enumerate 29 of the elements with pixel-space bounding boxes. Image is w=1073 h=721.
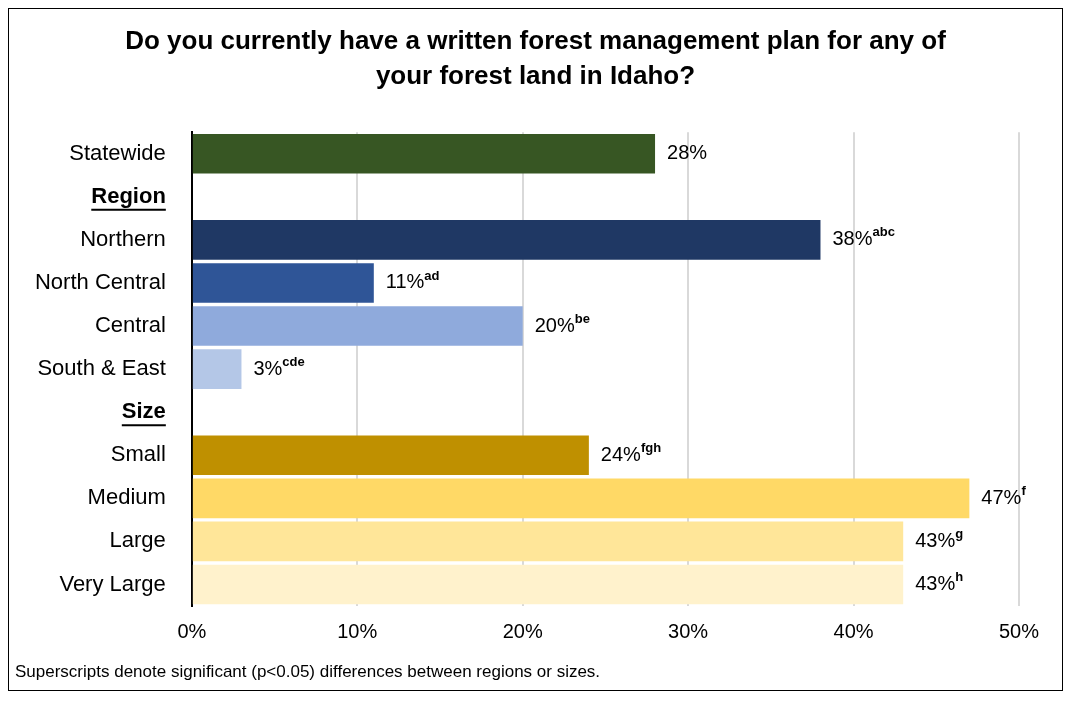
y-tick-label: Region <box>91 183 166 209</box>
bar <box>192 134 656 174</box>
chart-title: Do you currently have a written forest management plan for any of your forest land in Idaho? <box>124 24 947 93</box>
bar <box>192 478 970 519</box>
y-tick-label: Very Large <box>59 570 166 596</box>
bar <box>192 521 904 562</box>
bar <box>192 435 589 476</box>
y-tick-label: Size <box>121 398 166 424</box>
y-tick-label: Medium <box>87 484 166 510</box>
bar <box>192 306 523 347</box>
data-label: 28% <box>667 141 708 164</box>
bar <box>192 220 821 260</box>
x-tick-label: 10% <box>337 619 378 642</box>
y-tick-label: South & East <box>37 355 166 381</box>
y-tick-label: Large <box>109 527 166 553</box>
bar <box>192 564 904 605</box>
x-tick-label: 0% <box>177 619 207 642</box>
x-tick-label: 20% <box>502 619 543 642</box>
y-tick-label: Northern <box>80 226 166 252</box>
y-tick-label: Statewide <box>69 139 166 165</box>
y-tick-label: Small <box>110 441 166 467</box>
x-tick-label: 40% <box>833 619 874 642</box>
y-tick-label: North Central <box>34 269 166 295</box>
bar <box>192 263 374 303</box>
bar <box>192 349 242 390</box>
x-tick-label: 30% <box>668 619 709 642</box>
y-tick-label: Central <box>94 312 166 338</box>
x-tick-label: 50% <box>998 619 1040 642</box>
text: Superscripts denote significant (p<0.05) differences between regions or sizes. <box>14 661 602 684</box>
